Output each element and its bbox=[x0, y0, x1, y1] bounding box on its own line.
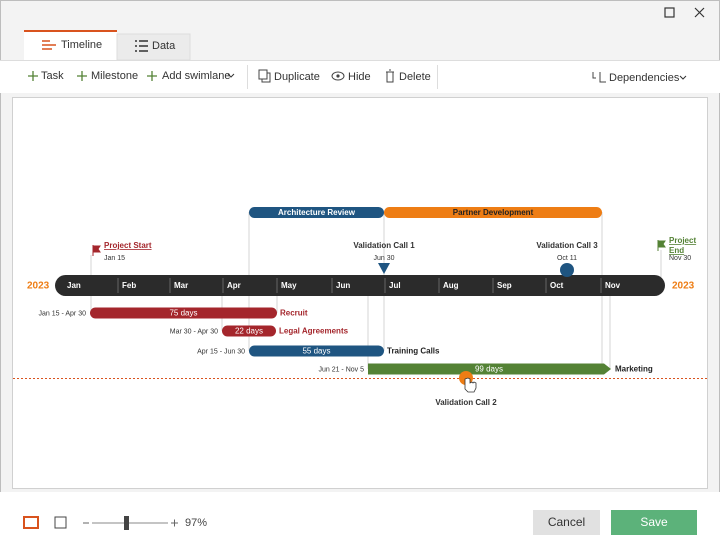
toolbar-button[interactable]: Milestone bbox=[91, 70, 138, 82]
milestone-label: Project End bbox=[669, 236, 696, 255]
hide-icon bbox=[336, 74, 340, 78]
add-icons bbox=[28, 71, 157, 81]
milestone-date: Nov 30 bbox=[669, 255, 691, 262]
milestone-label: Project Start bbox=[104, 241, 152, 250]
task-range: Jan 15 - Apr 30 bbox=[39, 310, 87, 317]
cancel-button[interactable] bbox=[533, 510, 600, 535]
task-range: Apr 15 - Jun 30 bbox=[197, 348, 245, 355]
toolbar-button[interactable]: Add swimlane bbox=[162, 70, 230, 82]
time-axis bbox=[55, 275, 665, 296]
delete-icon bbox=[386, 69, 394, 83]
milestone-label: Validation Call 2 bbox=[435, 398, 497, 407]
save-button[interactable] bbox=[611, 510, 697, 535]
milestone-date: Jan 15 bbox=[104, 255, 125, 262]
timeline-icon bbox=[42, 40, 56, 50]
month-label: Jul bbox=[389, 281, 401, 290]
task-duration: 75 days bbox=[169, 309, 197, 318]
task-duration: 55 days bbox=[302, 347, 330, 356]
close-button[interactable] bbox=[694, 7, 705, 18]
tab-label: Timeline bbox=[61, 39, 102, 51]
month-label: Aug bbox=[443, 281, 459, 290]
task-bar bbox=[222, 325, 276, 337]
task-bar bbox=[90, 307, 277, 319]
month-label: Oct bbox=[550, 281, 564, 290]
milestone-flag bbox=[92, 245, 101, 256]
year-label: 2023 bbox=[27, 281, 50, 292]
toolbar-button[interactable]: Delete bbox=[399, 71, 431, 83]
milestone-marker bbox=[560, 263, 574, 277]
month-label: May bbox=[281, 281, 297, 290]
tab-active-indicator bbox=[24, 30, 117, 32]
year-label: 2023 bbox=[672, 281, 695, 292]
month-label: Sep bbox=[497, 281, 512, 290]
task-duration: 22 days bbox=[235, 327, 263, 336]
month-label: Jan bbox=[67, 281, 81, 290]
milestone-date: Jun 30 bbox=[373, 255, 394, 262]
tab-bg[interactable] bbox=[116, 33, 191, 61]
milestone-label: Validation Call 1 bbox=[353, 241, 415, 250]
task-duration: 99 days bbox=[475, 365, 503, 374]
data-icon bbox=[135, 40, 148, 52]
swimlane-bar bbox=[249, 207, 384, 218]
toolbar-button[interactable]: Duplicate bbox=[274, 71, 320, 83]
tab-active-bg[interactable] bbox=[24, 30, 117, 60]
tab-label: Data bbox=[152, 40, 176, 52]
task-range: Mar 30 - Apr 30 bbox=[170, 328, 218, 335]
duplicate-icon bbox=[258, 69, 268, 80]
zoom-value: 97% bbox=[185, 517, 207, 529]
task-label: Recruit bbox=[280, 309, 308, 318]
cursor-hand bbox=[464, 377, 477, 393]
task-bar bbox=[249, 345, 384, 357]
month-label: Mar bbox=[174, 281, 188, 290]
dropdown-caret bbox=[227, 73, 235, 78]
month-label: Nov bbox=[605, 281, 621, 290]
task-label: Legal Agreements bbox=[279, 327, 349, 336]
milestone-date: Oct 11 bbox=[557, 255, 577, 262]
task-label: Training Calls bbox=[387, 347, 440, 356]
milestone-marker bbox=[378, 263, 390, 274]
task-bar bbox=[368, 363, 611, 375]
fit-icon[interactable] bbox=[23, 516, 39, 529]
month-label: Apr bbox=[227, 281, 241, 290]
month-label: Jun bbox=[336, 281, 350, 290]
center-icon[interactable] bbox=[54, 516, 67, 529]
zoom-in[interactable] bbox=[171, 519, 178, 527]
toolbar-button[interactable]: Hide bbox=[348, 71, 371, 83]
milestone-label: Validation Call 3 bbox=[536, 241, 598, 250]
milestone-flag bbox=[657, 240, 666, 251]
month-label: Feb bbox=[122, 281, 136, 290]
save-label: Save bbox=[640, 515, 668, 529]
swimlane-bar bbox=[384, 207, 602, 218]
task-label: Marketing bbox=[615, 365, 653, 374]
maximize-button[interactable] bbox=[664, 7, 675, 18]
hide-icon bbox=[331, 71, 345, 81]
toolbar-button[interactable]: Dependencies bbox=[609, 72, 680, 84]
zoom-thumb[interactable] bbox=[124, 516, 129, 530]
task-range: Jun 21 - Nov 5 bbox=[318, 366, 364, 373]
swimlane-label: Architecture Review bbox=[278, 208, 356, 217]
dropdown-caret bbox=[679, 75, 687, 80]
toolbar-button[interactable]: Task bbox=[41, 70, 64, 82]
cancel-label: Cancel bbox=[548, 515, 585, 529]
dependencies-icon bbox=[592, 72, 606, 83]
swimlane-label: Partner Development bbox=[453, 208, 534, 217]
